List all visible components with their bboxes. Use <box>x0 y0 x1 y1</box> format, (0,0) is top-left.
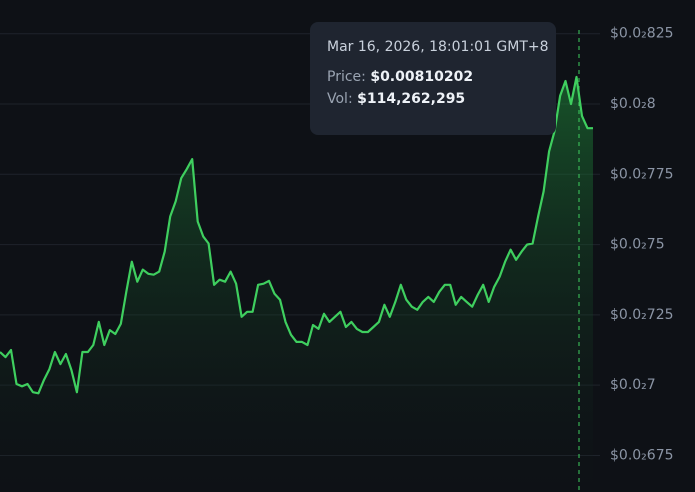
y-tick-label: $0.0₂825 <box>610 26 674 42</box>
price-label: Price: <box>327 69 366 85</box>
area-fill <box>0 77 593 492</box>
y-tick-label: $0.0₂775 <box>610 166 674 182</box>
y-tick-label: $0.0₂75 <box>610 237 665 253</box>
y-tick-label: $0.0₂725 <box>610 307 674 323</box>
y-tick-label: $0.0₂675 <box>610 447 674 463</box>
tooltip-date: Mar 16, 2026, 18:01:01 GMT+8 <box>327 39 549 55</box>
tooltip: Mar 16, 2026, 18:01:01 GMT+8 Price: $0.0… <box>310 22 556 135</box>
price-value: $0.00810202 <box>370 69 474 85</box>
y-tick-label: $0.0₂8 <box>610 96 656 112</box>
vol-value: $114,262,295 <box>357 91 466 107</box>
y-tick-label: $0.0₂7 <box>610 377 656 393</box>
vol-label: Vol: <box>327 91 353 107</box>
price-line <box>0 75 593 395</box>
